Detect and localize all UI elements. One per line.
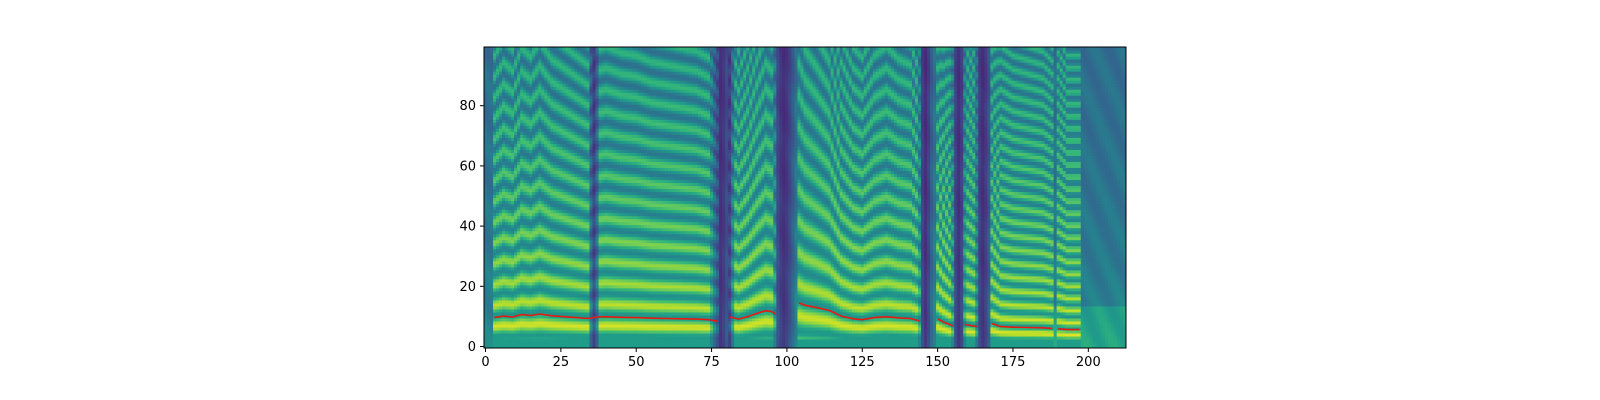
- heatmap-cells: [484, 47, 1127, 349]
- plot-area: [484, 47, 1127, 349]
